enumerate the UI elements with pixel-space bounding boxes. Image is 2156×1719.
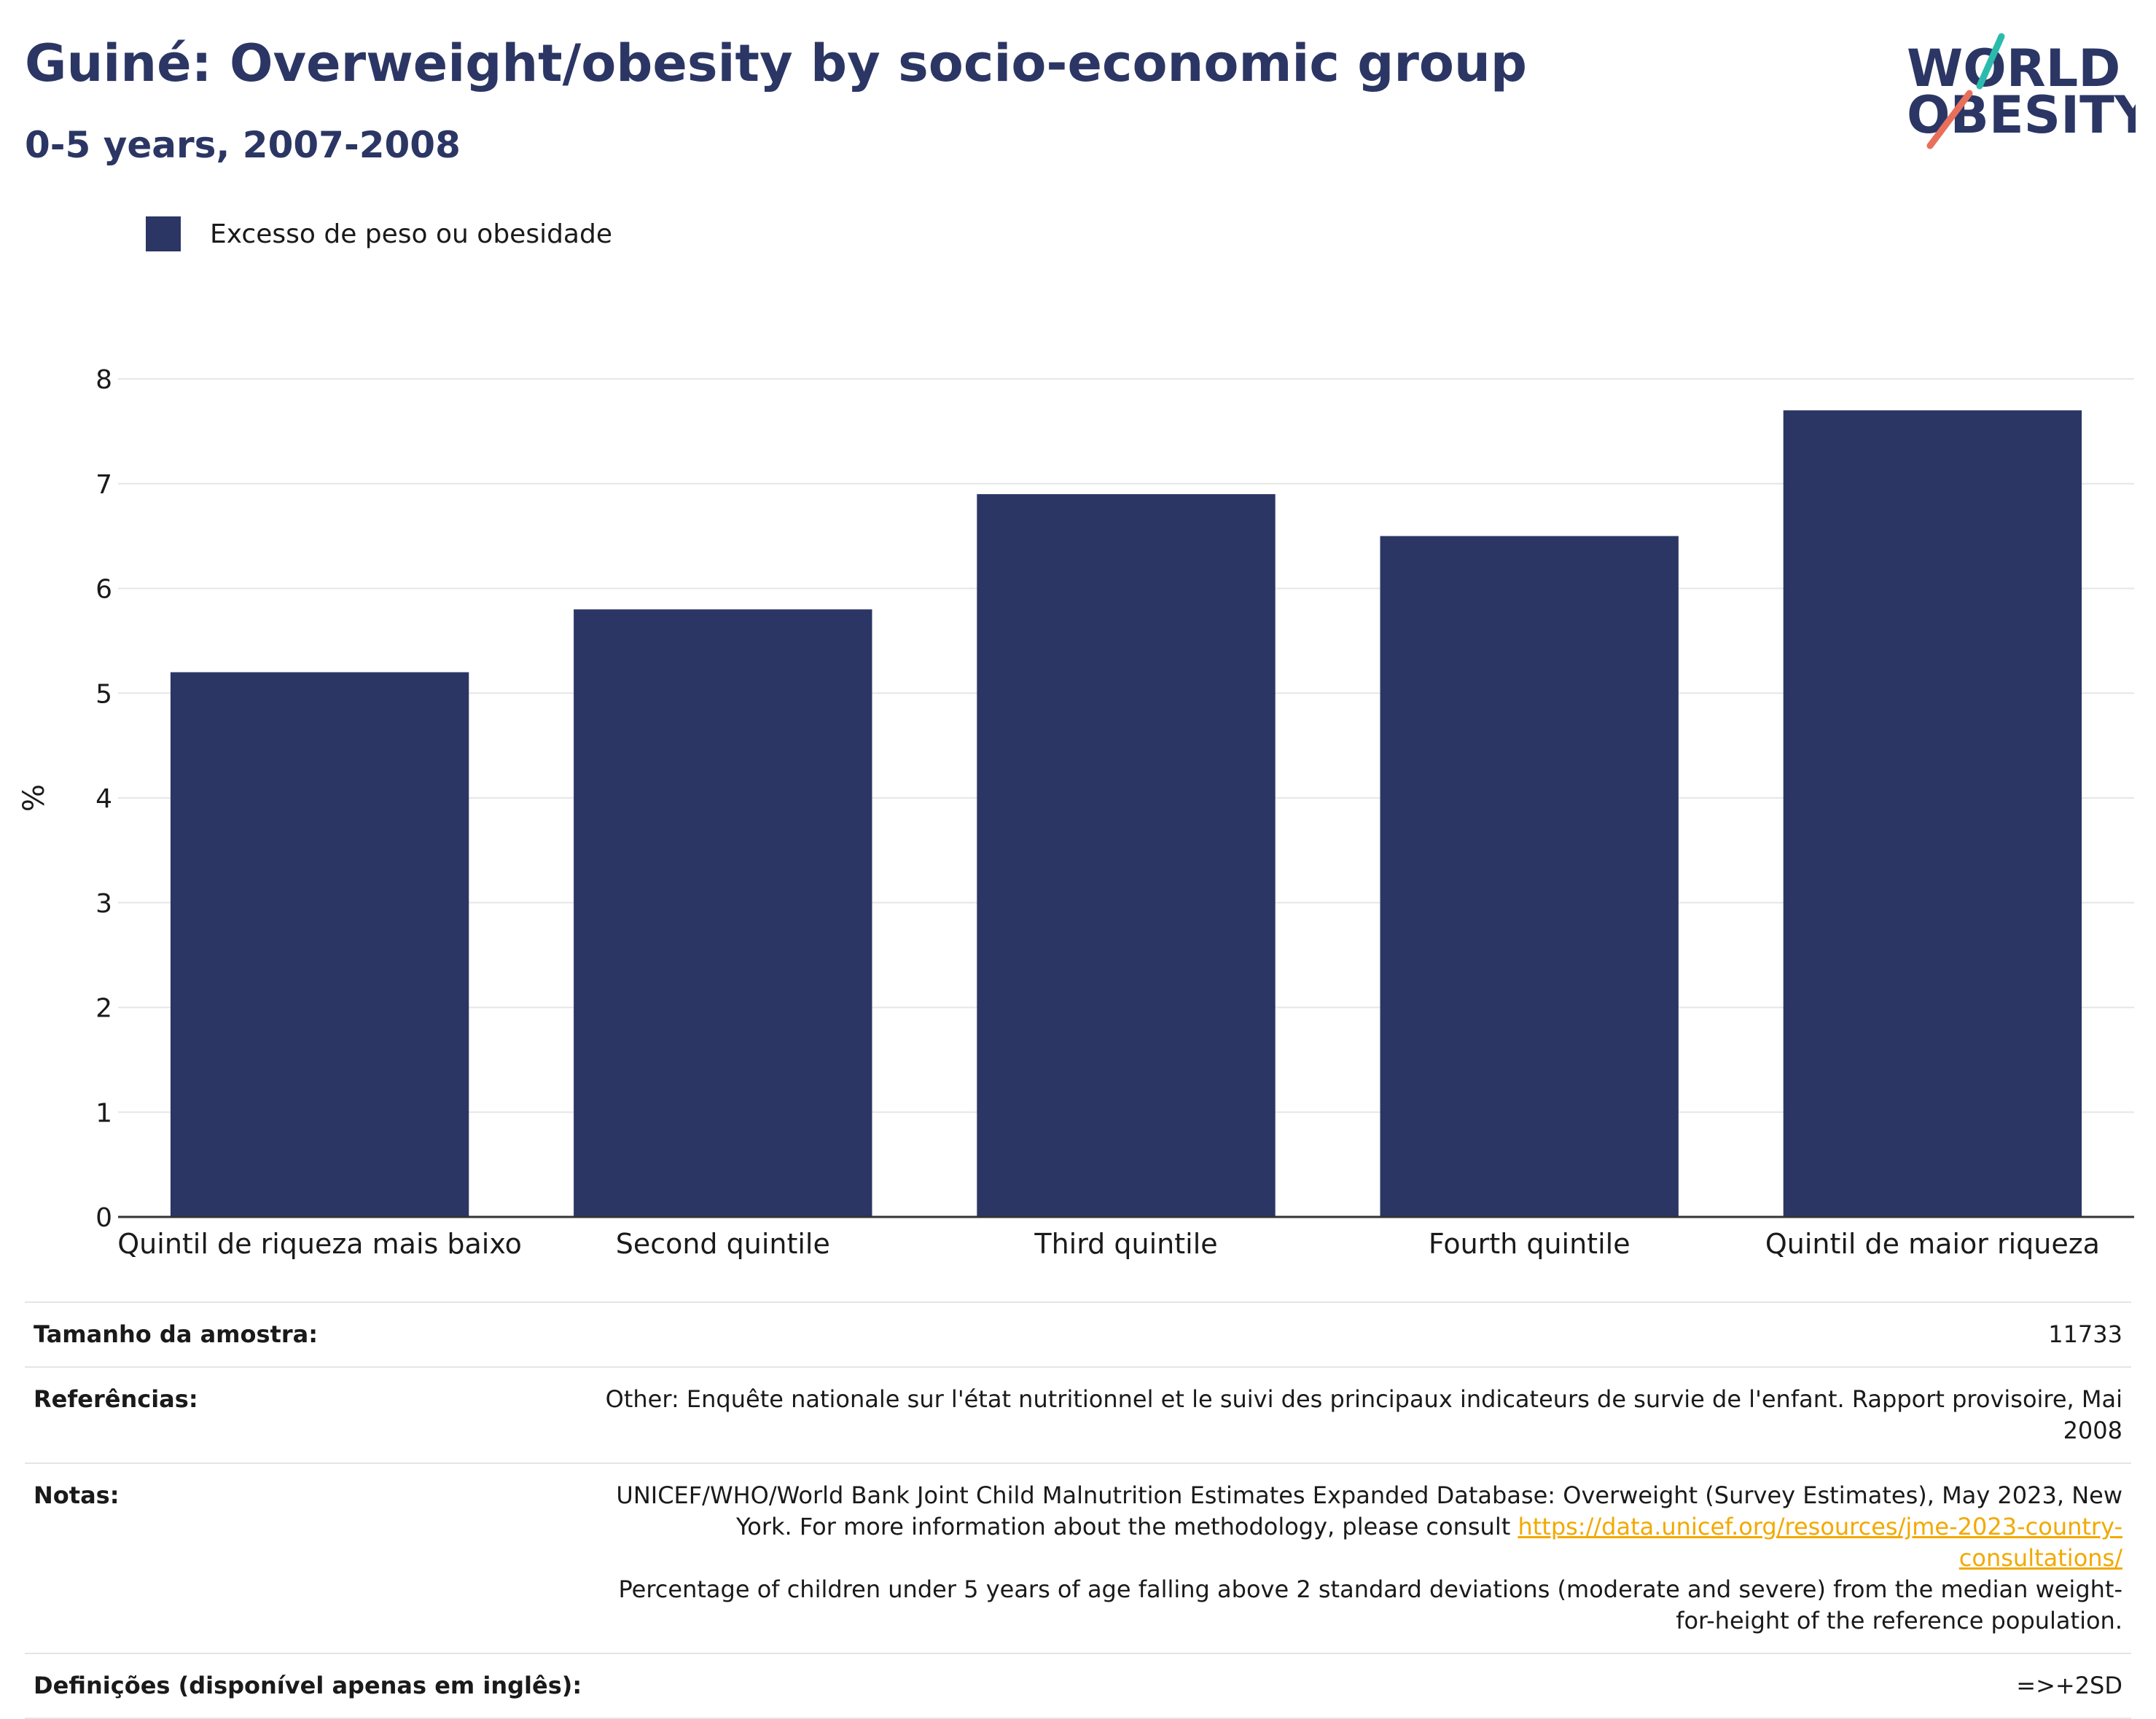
x-tick-label: Quintil de maior riqueza <box>1765 1228 2100 1260</box>
y-tick-label: 2 <box>95 994 112 1024</box>
logo-accent-coral <box>1926 90 1973 149</box>
x-tick-label: Third quintile <box>1034 1228 1217 1260</box>
y-tick-label: 0 <box>95 1203 112 1233</box>
y-tick-label: 6 <box>95 575 112 605</box>
bar-chart: 0 1 2 3 4 5 6 7 8 Quintil de riqueza mais baixo Se… <box>17 365 2134 1260</box>
legend-swatch <box>146 216 181 251</box>
notes-text-2: Percentage of children under 5 years of … <box>618 1575 2123 1634</box>
notes-row: Notas: UNICEF/WHO/World Bank Joint Child… <box>25 1462 2131 1654</box>
x-tick-label: Second quintile <box>616 1228 830 1260</box>
sample-size-row: Tamanho da amostra: 11733 <box>25 1301 2131 1368</box>
x-tick-label: Quintil de riqueza mais baixo <box>117 1228 522 1260</box>
legend-label: Excesso de peso ou obesidade <box>210 219 612 249</box>
references-label: Referências: <box>25 1366 596 1464</box>
references-value: Other: Enquête nationale sur l'état nutr… <box>596 1366 2131 1464</box>
methodology-link[interactable]: https://data.unicef.org/resources/jme-20… <box>1518 1513 2122 1572</box>
notes-label: Notas: <box>25 1462 596 1654</box>
y-tick-label: 1 <box>95 1098 112 1128</box>
logo-line2: OBESITY <box>1907 85 2136 145</box>
y-tick-label: 7 <box>95 470 112 500</box>
references-row: Referências: Other: Enquête nationale su… <box>25 1366 2131 1464</box>
definitions-row: Definições (disponível apenas em inglês)… <box>25 1653 2131 1719</box>
y-axis-title: % <box>17 784 51 812</box>
metadata-table: Tamanho da amostra: 11733 Referências: O… <box>25 1301 2131 1719</box>
chart-title: Guiné: Overweight/obesity by socio-econo… <box>25 34 1527 93</box>
sample-size-label: Tamanho da amostra: <box>25 1301 596 1368</box>
notes-value: UNICEF/WHO/World Bank Joint Child Malnut… <box>596 1462 2131 1654</box>
bar <box>170 672 469 1217</box>
chart-legend[interactable]: Excesso de peso ou obesidade <box>146 216 612 252</box>
definitions-value: =>+2SD <box>596 1653 2131 1719</box>
bar <box>977 494 1276 1217</box>
logo-accent-teal <box>1976 33 2005 90</box>
x-tick-label: Fourth quintile <box>1429 1228 1630 1260</box>
bar <box>574 609 872 1217</box>
sample-size-value: 11733 <box>596 1301 2131 1368</box>
logo-line1: WORLD <box>1907 39 2120 98</box>
world-obesity-logo[interactable]: WORLD OBESITY <box>1895 22 2136 153</box>
y-tick-label: 4 <box>95 784 112 814</box>
y-tick-label: 3 <box>95 889 112 919</box>
y-tick-label: 8 <box>95 365 112 395</box>
chart-subtitle: 0-5 years, 2007-2008 <box>25 124 461 166</box>
bar <box>1380 536 1679 1217</box>
y-tick-label: 5 <box>95 679 112 709</box>
bar <box>1783 410 2082 1217</box>
notes-text-1: UNICEF/WHO/World Bank Joint Child Malnut… <box>616 1481 2122 1540</box>
definitions-label: Definições (disponível apenas em inglês)… <box>25 1653 596 1719</box>
